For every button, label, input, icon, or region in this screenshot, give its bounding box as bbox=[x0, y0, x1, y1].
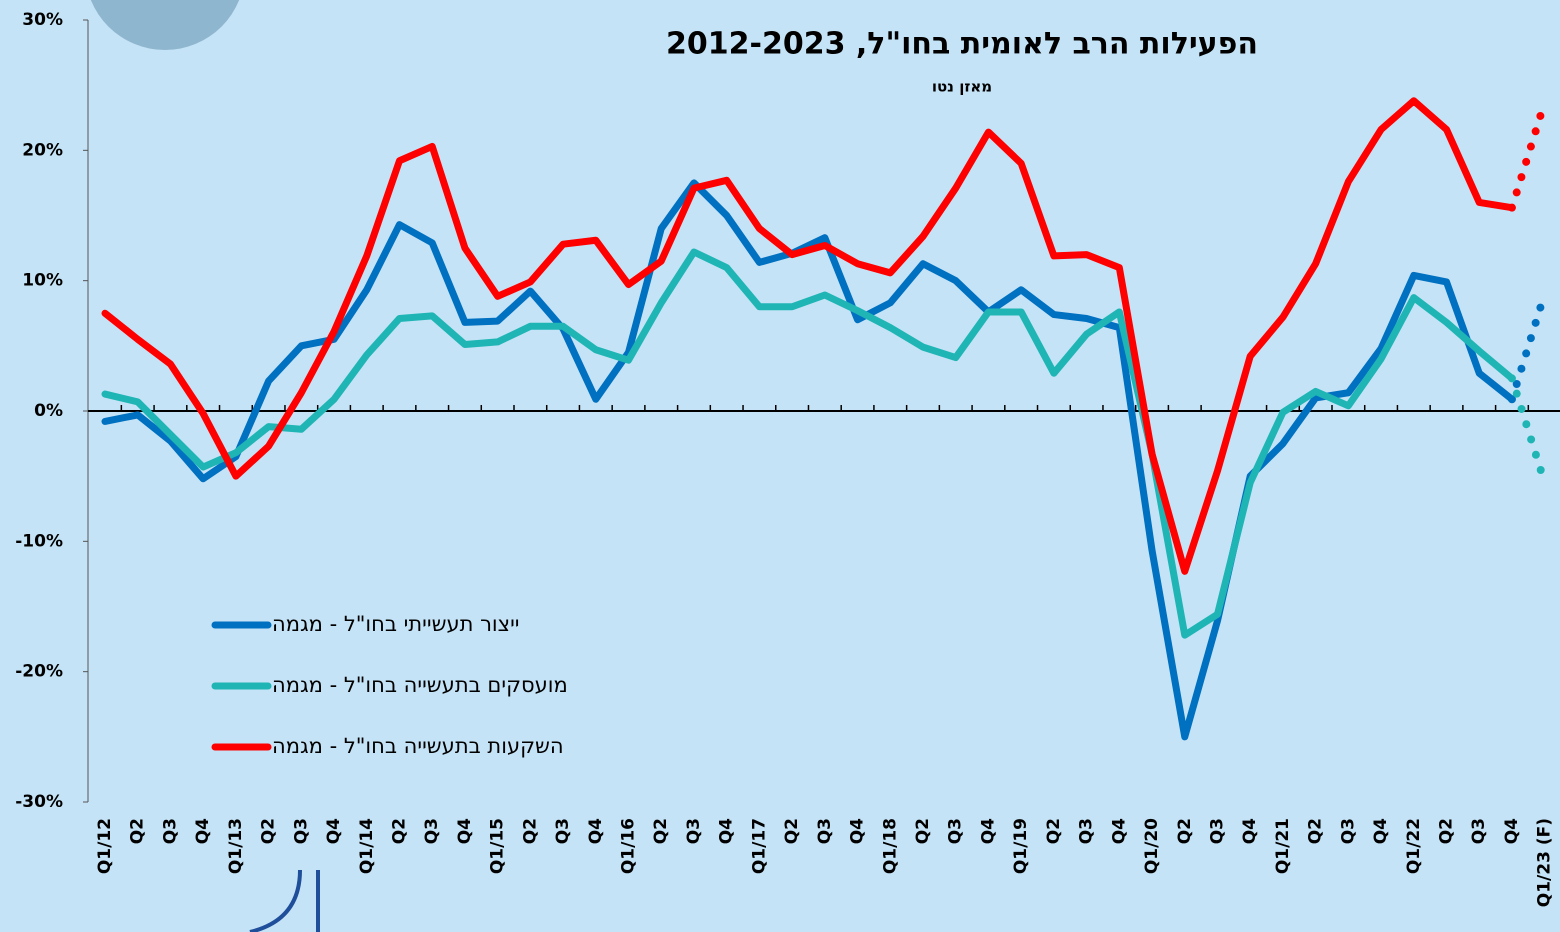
x-tick-label: Q3 bbox=[553, 818, 573, 844]
y-tick-label: -10% bbox=[15, 531, 63, 551]
y-tick-label: 30% bbox=[22, 10, 63, 30]
x-tick-label: Q1/14 bbox=[357, 818, 377, 874]
x-tick-label: Q4 bbox=[324, 818, 344, 844]
x-tick-label: Q2 bbox=[520, 818, 540, 844]
x-tick-label: Q4 bbox=[455, 818, 475, 844]
x-tick-label: Q3 bbox=[160, 818, 180, 844]
x-tick-label: Q1/15 bbox=[488, 818, 508, 874]
x-tick-label: Q4 bbox=[193, 818, 213, 844]
x-tick-label: Q1/18 bbox=[880, 818, 900, 874]
x-tick-label: Q2 bbox=[389, 818, 409, 844]
x-tick-label: Q2 bbox=[259, 818, 279, 844]
legend-label: השקעות בתעשייה בחו"ל - מגמה bbox=[272, 734, 564, 758]
forecast-line bbox=[1512, 102, 1545, 208]
globe-decoration bbox=[85, 0, 245, 50]
x-tick-label: Q2 bbox=[913, 818, 933, 844]
logo-decoration bbox=[250, 870, 318, 932]
x-tick-label: Q1/20 bbox=[1142, 818, 1162, 874]
x-tick-label: Q3 bbox=[291, 818, 311, 844]
x-tick-label: Q4 bbox=[1371, 818, 1391, 844]
x-tick-label: Q1/21 bbox=[1273, 818, 1293, 874]
series-line bbox=[105, 101, 1512, 572]
y-tick-label: -20% bbox=[15, 662, 63, 682]
x-tick-label: Q2 bbox=[1044, 818, 1064, 844]
y-tick-label: 0% bbox=[34, 401, 63, 421]
forecast-line bbox=[1512, 294, 1545, 400]
x-tick-label: Q3 bbox=[815, 818, 835, 844]
y-tick-label: 10% bbox=[22, 271, 63, 291]
x-tick-label: Q3 bbox=[1338, 818, 1358, 844]
x-tick-label: Q1/16 bbox=[619, 818, 639, 874]
x-tick-label: Q2 bbox=[1175, 818, 1195, 844]
x-tick-label: Q1/22 bbox=[1404, 818, 1424, 874]
x-tick-label: Q2 bbox=[128, 818, 148, 844]
chart-subtitle: מאזן נטו bbox=[932, 78, 992, 96]
series-line bbox=[105, 183, 1512, 737]
series-line bbox=[105, 252, 1512, 635]
x-tick-label: Q4 bbox=[1502, 818, 1522, 844]
x-tick-label: Q4 bbox=[1109, 818, 1129, 844]
x-tick-label: Q3 bbox=[946, 818, 966, 844]
x-tick-label: Q3 bbox=[684, 818, 704, 844]
forecast-line bbox=[1512, 378, 1545, 482]
y-tick-label: 20% bbox=[22, 140, 63, 160]
x-tick-label: Q3 bbox=[1077, 818, 1097, 844]
x-tick-label: Q3 bbox=[1469, 818, 1489, 844]
x-tick-label: Q1/19 bbox=[1011, 818, 1031, 874]
x-tick-label: Q2 bbox=[1437, 818, 1457, 844]
x-tick-label: Q4 bbox=[978, 818, 998, 844]
x-tick-label: Q1/12 bbox=[95, 818, 115, 874]
x-tick-label: Q3 bbox=[1207, 818, 1227, 844]
chart-title: הפעילות הרב לאומית בחו"ל, 2012-2023 bbox=[666, 27, 1258, 62]
x-tick-label: Q3 bbox=[422, 818, 442, 844]
x-tick-label: Q2 bbox=[1306, 818, 1326, 844]
chart: הפעילות הרב לאומית בחו"ל, 2012-2023 מאזן… bbox=[0, 0, 1560, 932]
x-tick-label: Q2 bbox=[651, 818, 671, 844]
y-tick-label: -30% bbox=[15, 792, 63, 812]
x-tick-label: Q4 bbox=[1240, 818, 1260, 844]
x-tick-label: Q1/13 bbox=[226, 818, 246, 874]
x-tick-label: Q2 bbox=[782, 818, 802, 844]
legend-label: ייצור תעשייתי בחו"ל - מגמה bbox=[272, 612, 520, 636]
x-tick-label: Q4 bbox=[848, 818, 868, 844]
x-tick-label: Q1/23 (F) bbox=[1535, 818, 1555, 907]
x-tick-label: Q4 bbox=[586, 818, 606, 844]
x-tick-label: Q1/17 bbox=[749, 818, 769, 874]
legend-label: מועסקים בתעשייה בחו"ל - מגמה bbox=[272, 673, 568, 697]
x-tick-label: Q4 bbox=[717, 818, 737, 844]
